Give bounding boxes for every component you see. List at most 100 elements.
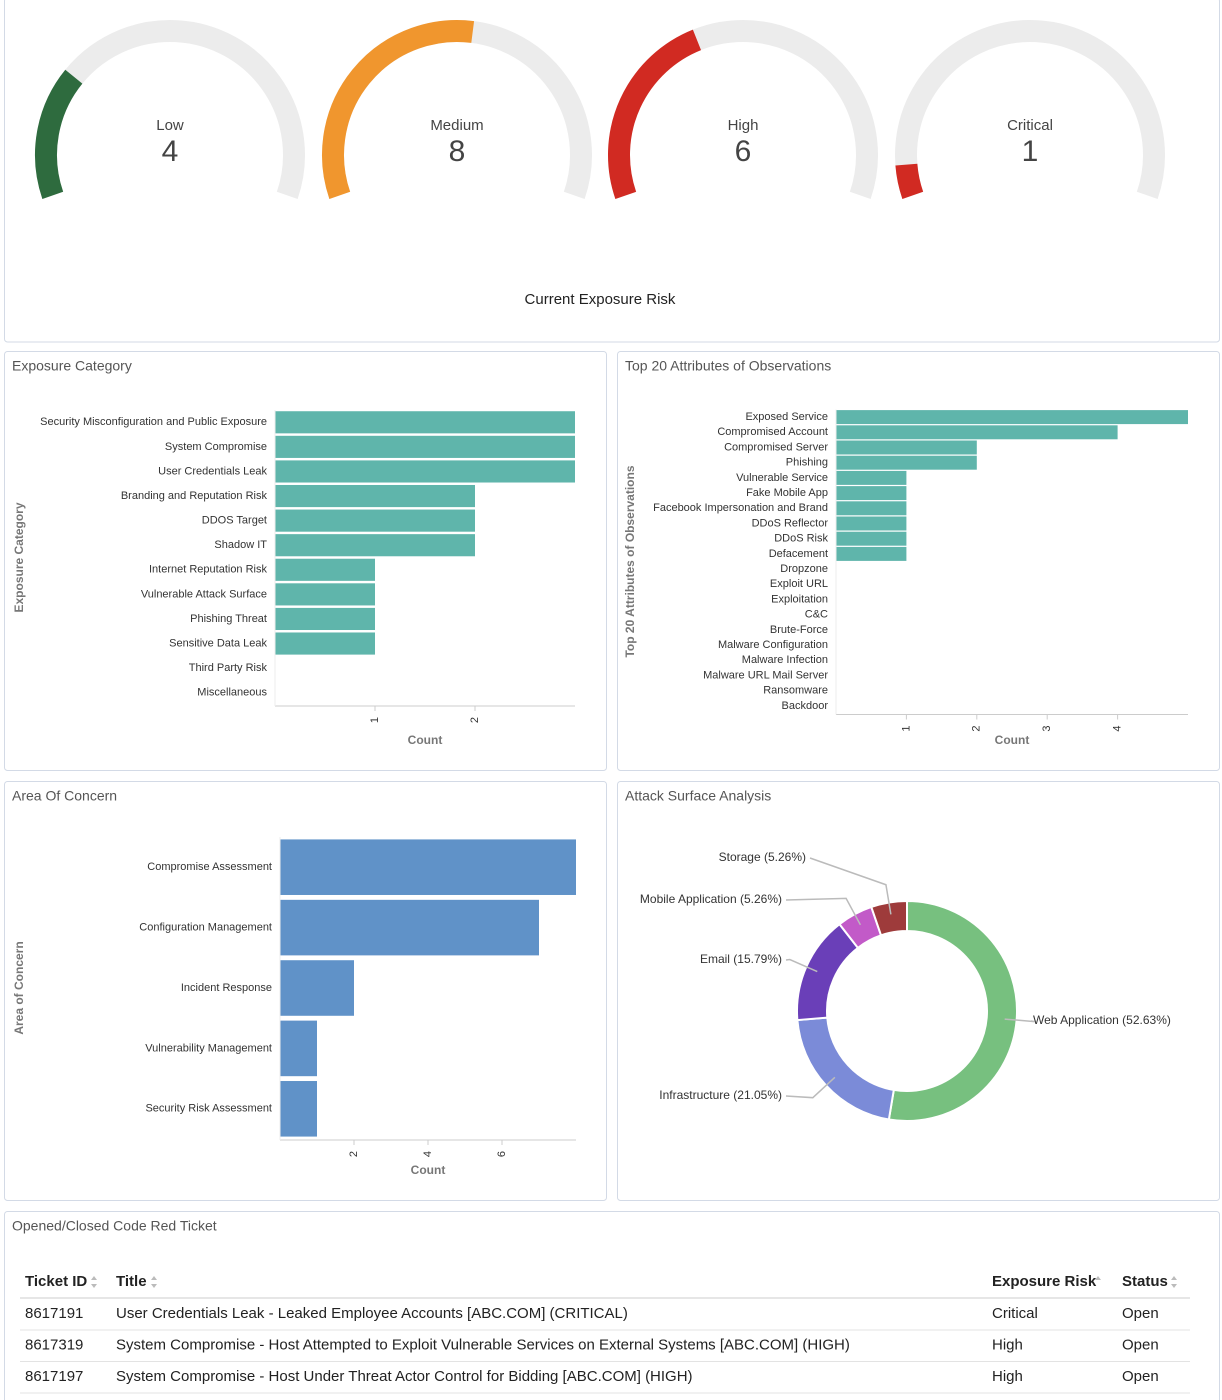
y-tick-label: Configuration Management: [139, 922, 272, 934]
table-cell: System Compromise - Host Under Threat Ac…: [116, 1368, 693, 1385]
gauge-value: 6: [735, 135, 752, 168]
panel-title: Exposure Category: [12, 358, 132, 374]
slice-label: Infrastructure (21.05%): [659, 1088, 782, 1102]
bar: [836, 531, 907, 546]
table-title: Opened/Closed Code Red Ticket: [12, 1218, 217, 1234]
bar: [836, 501, 907, 516]
table-cell: Open: [1122, 1368, 1159, 1385]
y-tick-label: Malware Configuration: [718, 639, 828, 651]
leader-line: [785, 1076, 836, 1099]
table-cell: User Credentials Leak - Leaked Employee …: [116, 1305, 628, 1322]
gauge-label: High: [728, 117, 759, 134]
gauge-arc: [895, 163, 924, 199]
sort-icons: [91, 1276, 1177, 1288]
leader-line: [785, 958, 818, 973]
column-header[interactable]: Status: [1122, 1273, 1168, 1290]
panel: [617, 781, 1220, 1201]
y-tick-label: Phishing Threat: [190, 613, 267, 625]
gauge-track: [895, 20, 1165, 199]
y-tick-label: C&C: [805, 609, 828, 621]
table-cell: System Compromise - Host Attempted to Ex…: [116, 1336, 850, 1353]
y-tick-label: Phishing: [786, 457, 828, 469]
bar: [836, 516, 907, 531]
slice-label: Storage (5.26%): [719, 850, 806, 864]
y-tick-label: Security Misconfiguration and Public Exp…: [40, 416, 267, 428]
y-tick-label: Vulnerable Attack Surface: [141, 588, 267, 600]
table-cell: 8617191: [25, 1305, 83, 1322]
y-tick-label: Exploitation: [771, 593, 828, 605]
bar: [275, 583, 375, 606]
y-tick-label: System Compromise: [165, 441, 267, 453]
leader-line: [1004, 1018, 1035, 1023]
y-tick-label: Exposed Service: [745, 411, 828, 423]
bar: [275, 484, 475, 508]
y-tick-label: Internet Reputation Risk: [149, 564, 268, 576]
bar: [275, 632, 375, 655]
table-cell: Open: [1122, 1305, 1159, 1322]
gauge-arc: [322, 20, 475, 199]
bar: [275, 509, 475, 532]
x-axis-label: Count: [408, 733, 443, 747]
column-header[interactable]: Ticket ID: [25, 1273, 87, 1290]
y-tick-label: Third Party Risk: [189, 662, 268, 674]
x-tick-label: 1: [369, 717, 381, 723]
bar: [836, 410, 1188, 425]
sort-icon[interactable]: [91, 1276, 97, 1288]
x-tick-label: 6: [496, 1151, 508, 1157]
y-tick-label: Dropzone: [780, 563, 828, 575]
sort-icon[interactable]: [1095, 1276, 1101, 1280]
sort-icon[interactable]: [1171, 1276, 1177, 1288]
y-tick-label: Shadow IT: [214, 539, 267, 551]
bar: [275, 435, 575, 458]
y-tick-label: Fake Mobile App: [746, 487, 828, 499]
y-tick-label: Vulnerability Management: [145, 1042, 272, 1054]
y-tick-label: DDoS Risk: [774, 533, 828, 545]
bar: [280, 899, 539, 956]
panel-title: Top 20 Attributes of Observations: [625, 358, 831, 374]
y-tick-label: Defacement: [769, 548, 828, 560]
table-cell: 8617319: [25, 1336, 83, 1353]
x-tick-label: 4: [1112, 726, 1124, 732]
leader-line: [785, 897, 862, 926]
slice-label: Email (15.79%): [700, 952, 782, 966]
bar: [275, 558, 375, 581]
sort-icon[interactable]: [151, 1276, 157, 1288]
y-tick-label: Branding and Reputation Risk: [121, 490, 268, 502]
x-tick-label: 4: [422, 1151, 434, 1157]
y-tick-label: Malware Infection: [742, 654, 828, 666]
table-cell: High: [992, 1336, 1023, 1353]
bar: [836, 486, 907, 501]
y-tick-label: Backdoor: [782, 700, 829, 712]
y-tick-label: Brute-Force: [770, 624, 828, 636]
gauge-title: Current Exposure Risk: [525, 291, 676, 308]
y-tick-label: Incident Response: [181, 982, 272, 994]
y-tick-label: Sensitive Data Leak: [169, 637, 267, 649]
gauge-label: Low: [156, 117, 184, 134]
table-cell: Critical: [992, 1305, 1038, 1322]
bar: [280, 1020, 317, 1077]
bar: [275, 460, 575, 483]
y-tick-label: Facebook Impersonation and Brand: [653, 502, 828, 514]
x-tick-label: 3: [1041, 726, 1053, 732]
donut-slice: [887, 899, 1018, 1122]
leader-line: [809, 857, 892, 915]
panel: [617, 351, 1220, 771]
slice-label: Web Application (52.63%): [1033, 1013, 1171, 1027]
bar: [275, 411, 575, 434]
column-header[interactable]: Title: [116, 1273, 147, 1290]
gauge-value: 4: [162, 135, 179, 168]
y-tick-label: Security Risk Assessment: [145, 1103, 272, 1115]
bar: [836, 455, 977, 470]
y-tick-label: DDoS Reflector: [752, 517, 829, 529]
bar: [280, 839, 576, 895]
table-cell: Open: [1122, 1336, 1159, 1353]
bar: [275, 534, 475, 557]
bar: [836, 546, 907, 561]
x-axis-label: Count: [411, 1163, 446, 1177]
slice-label: Mobile Application (5.26%): [640, 892, 782, 906]
column-header[interactable]: Exposure Risk: [992, 1273, 1097, 1290]
gauge-label: Critical: [1007, 117, 1053, 134]
x-tick-label: 2: [971, 726, 983, 732]
bar: [836, 470, 907, 485]
y-tick-label: Compromised Server: [724, 441, 828, 453]
